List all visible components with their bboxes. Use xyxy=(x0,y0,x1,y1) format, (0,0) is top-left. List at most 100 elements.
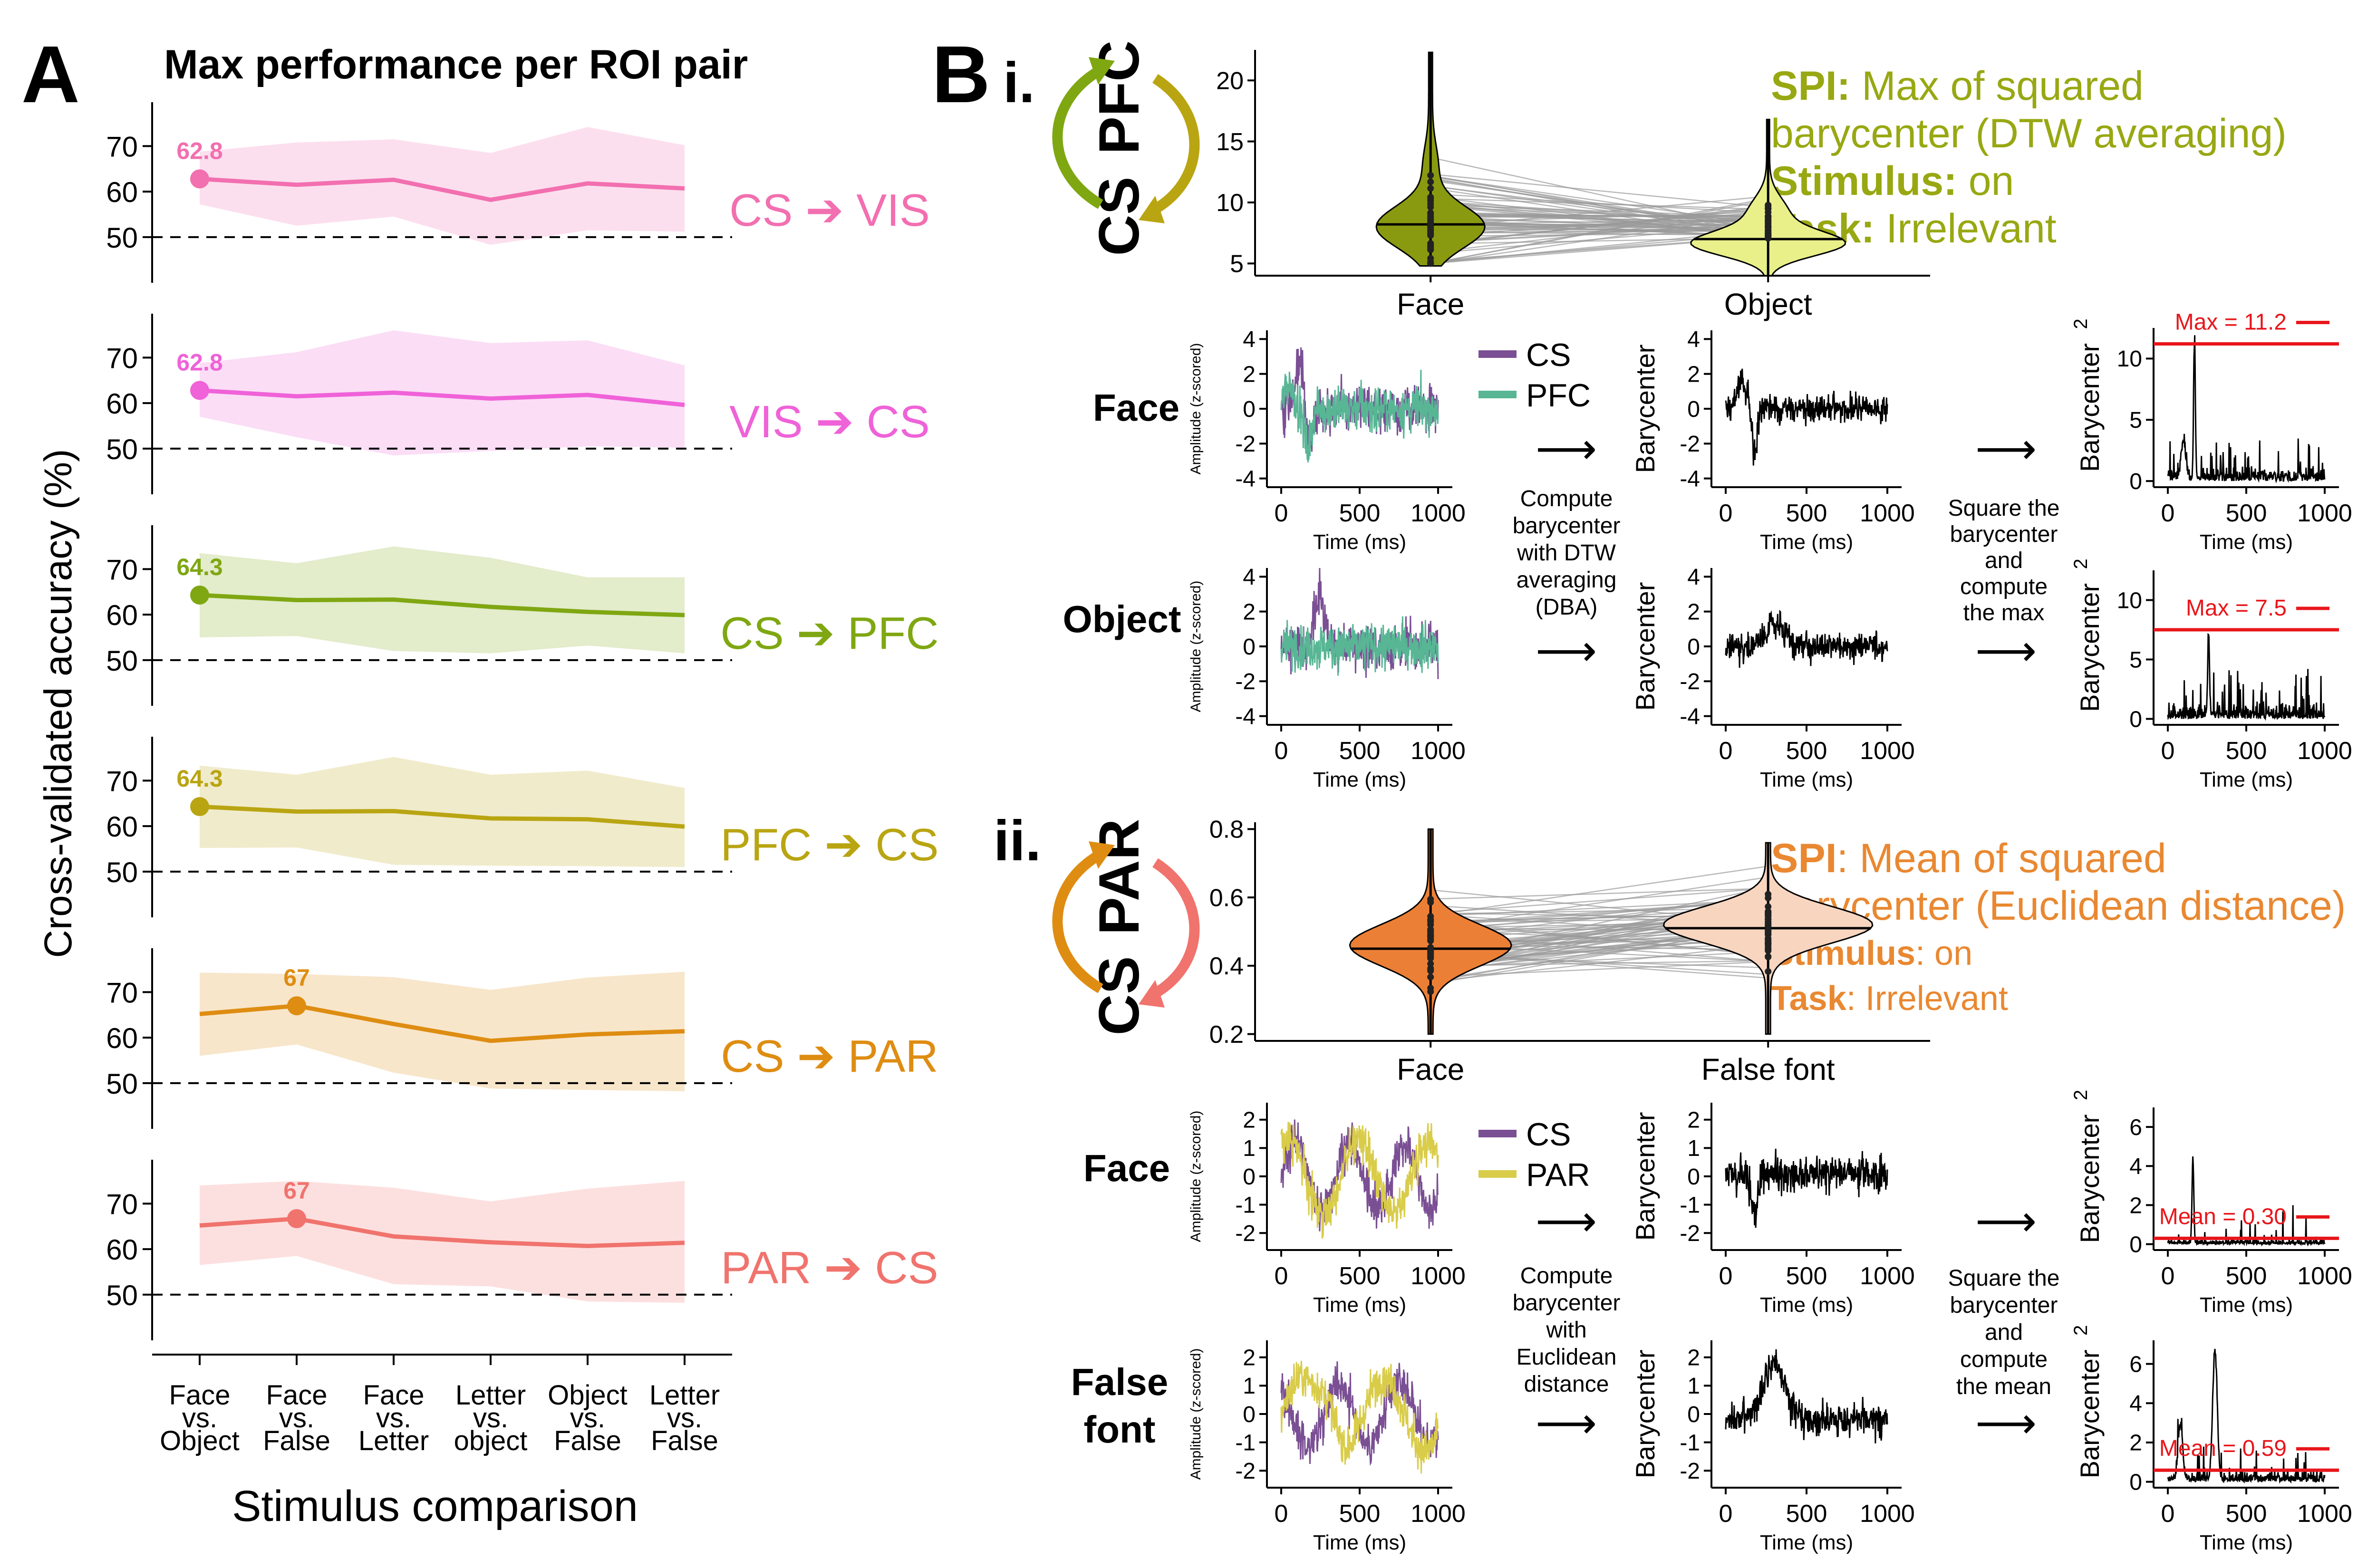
y-tick-label: 60 xyxy=(106,1022,138,1054)
peak-label: 64.3 xyxy=(176,765,222,792)
amp-i-face-y-tick-label: -4 xyxy=(1235,466,1256,491)
sq-i-face-y-label-sup: 2 xyxy=(2070,318,2091,329)
violin-i-pair-line xyxy=(1430,224,1768,230)
bary-i-face-x-label: Time (ms) xyxy=(1760,530,1853,554)
panel-a-title: Max performance per ROI pair xyxy=(164,42,748,87)
violin-i-pair-line xyxy=(1430,214,1768,217)
violin-ii-point xyxy=(1427,973,1434,981)
violin-ii-point xyxy=(1765,903,1772,910)
x-tick-label: Object xyxy=(548,1380,628,1411)
row-label-ii-false: False xyxy=(1071,1361,1169,1403)
flow-arrow: ⟶ xyxy=(1536,627,1597,675)
amp-ii-falsefont-trace xyxy=(1280,1361,1439,1466)
amp-i-face-y-tick-label: 2 xyxy=(1243,362,1256,387)
amp-i-face-x-label: Time (ms) xyxy=(1313,530,1406,554)
confidence-band xyxy=(200,1181,685,1303)
violin-ii-point xyxy=(1765,921,1772,928)
sq-i-face-x-tick-label: 500 xyxy=(2226,500,2267,527)
bary-ii-face-x-tick-label: 0 xyxy=(1719,1262,1733,1290)
violin-i-pair-line xyxy=(1430,198,1768,264)
compute-step-ii: Compute barycenter with Euclidean distan… xyxy=(1513,1263,1621,1397)
amp-i-object-y-label: Amplitude (z-scored) xyxy=(1188,581,1204,712)
flow-arrow: ⟶ xyxy=(1975,1400,2037,1447)
amp-i-face-y-tick-label: -2 xyxy=(1235,432,1256,457)
bary-i-face-y-tick-label: -2 xyxy=(1680,432,1700,457)
violin-ii-point xyxy=(1427,984,1434,991)
violin-ii-point xyxy=(1427,950,1434,957)
violin-i-point xyxy=(1427,246,1434,253)
peak-label: 62.8 xyxy=(176,349,222,375)
final-step-ii: Square the barycenter and compute the me… xyxy=(1948,1266,2060,1399)
compute-step-i-line: averaging xyxy=(1517,568,1617,593)
bary-i-object-y-tick-label: 2 xyxy=(1687,599,1700,625)
violin-i-point xyxy=(1765,224,1772,231)
panel-b-letter: B xyxy=(932,29,990,120)
flow-arrow: ⟶ xyxy=(1975,627,2037,675)
bary-ii-falsefont-y-tick-label: 2 xyxy=(1687,1346,1700,1371)
amp-ii-face-y-tick-label: -1 xyxy=(1235,1193,1256,1218)
amp-ii-falsefont-y-tick-label: 2 xyxy=(1243,1346,1256,1371)
bary-i-face-trace xyxy=(1725,368,1888,466)
cycle-arrow-cs-to-pfc xyxy=(1052,67,1103,209)
final-step-ii-line: the mean xyxy=(1956,1374,2051,1399)
violin-i-point xyxy=(1427,217,1434,224)
amp-ii-face-x-label: Time (ms) xyxy=(1313,1293,1406,1317)
violin-i-pair-line xyxy=(1430,213,1768,264)
amp-ii-face-trace xyxy=(1280,1119,1439,1231)
final-step-i: Square the barycenter and compute the ma… xyxy=(1948,496,2060,625)
bary-ii-face-x-tick-label: 500 xyxy=(1786,1262,1827,1290)
violin-ii-point xyxy=(1427,918,1434,925)
stimulus-text-i: Stimulus: on xyxy=(1771,158,2014,204)
amp-i-object-x-tick-label: 500 xyxy=(1339,737,1381,765)
series-label: PAR ➔ CS xyxy=(721,1242,938,1293)
confidence-band xyxy=(200,757,685,867)
amp-i-face-x-tick-label: 1000 xyxy=(1411,500,1466,527)
sq-ii-falsefont-y-tick-label: 4 xyxy=(2129,1391,2142,1416)
amp-ii-face-x-tick-label: 0 xyxy=(1275,1262,1288,1290)
bary-ii-face-y-tick-label: 0 xyxy=(1687,1164,1700,1190)
violin-i-point xyxy=(1427,209,1434,216)
sq-ii-falsefont-trace xyxy=(2167,1348,2326,1484)
violin-ii-y-tick-label: 0.8 xyxy=(1209,816,1244,844)
x-tick-label: object xyxy=(454,1425,528,1456)
y-tick-label: 50 xyxy=(106,222,138,254)
flow-arrow: ⟶ xyxy=(1536,1198,1597,1245)
task-value-ii: : Irrelevant xyxy=(1846,980,2008,1018)
bary-i-face-y-tick-label: 2 xyxy=(1687,362,1700,387)
row-label-ii-face: Face xyxy=(1083,1147,1170,1189)
bary-ii-falsefont-y-tick-label: -1 xyxy=(1680,1430,1700,1455)
x-tick-label: Face xyxy=(169,1380,231,1411)
flow-arrow: ⟶ xyxy=(1975,1198,2037,1245)
flow-arrow: ⟶ xyxy=(1975,425,2037,473)
cycle-arrowhead-par-to-cs xyxy=(1139,980,1165,1008)
sq-ii-falsefont-y-tick-label: 6 xyxy=(2129,1352,2142,1377)
amp-i-object-y-tick-label: 0 xyxy=(1243,635,1256,660)
stimulus-value-ii: : on xyxy=(1915,934,1972,972)
compute-step-ii-line: Compute xyxy=(1520,1263,1613,1289)
y-tick-label: 50 xyxy=(106,856,138,888)
panel-a-letter: A xyxy=(21,29,80,120)
legend-label-par: PAR xyxy=(1526,1157,1590,1193)
sq-i-object-y-tick-label: 0 xyxy=(2129,707,2142,732)
roi-par-label: PAR xyxy=(1087,819,1151,935)
legend-label-pfc: PFC xyxy=(1526,377,1591,414)
sq-ii-face-y-label-sup: 2 xyxy=(2070,1090,2091,1100)
violin-ii-pair-line xyxy=(1430,887,1768,914)
sq-ii-falsefont-y-label: Barycenter xyxy=(2075,1350,2105,1479)
y-tick-label: 70 xyxy=(106,977,138,1009)
sq-i-object-x-tick-label: 1000 xyxy=(2297,737,2352,765)
row-label-i-object: Object xyxy=(1063,598,1181,640)
peak-point xyxy=(190,585,209,605)
peak-point xyxy=(287,1209,306,1229)
violin-i-y-tick-label: 10 xyxy=(1216,189,1244,217)
bary-ii-falsefont-y-tick-label: 0 xyxy=(1687,1402,1700,1427)
cycle-arrowhead-cs-to-par xyxy=(1089,841,1115,869)
amp-ii-falsefont-y-label: Amplitude (z-scored) xyxy=(1188,1348,1204,1480)
sq-i-face-x-tick-label: 1000 xyxy=(2297,500,2352,527)
panel-b-i-numeral: i. xyxy=(1003,51,1035,115)
final-step-i-line: compute xyxy=(1960,574,2048,599)
bary-ii-falsefont-x-tick-label: 1000 xyxy=(1860,1500,1915,1528)
amp-i-object-x-tick-label: 0 xyxy=(1275,737,1288,765)
series-label: PFC ➔ CS xyxy=(720,819,938,870)
sq-ii-falsefont-y-label-sup: 2 xyxy=(2070,1325,2091,1336)
